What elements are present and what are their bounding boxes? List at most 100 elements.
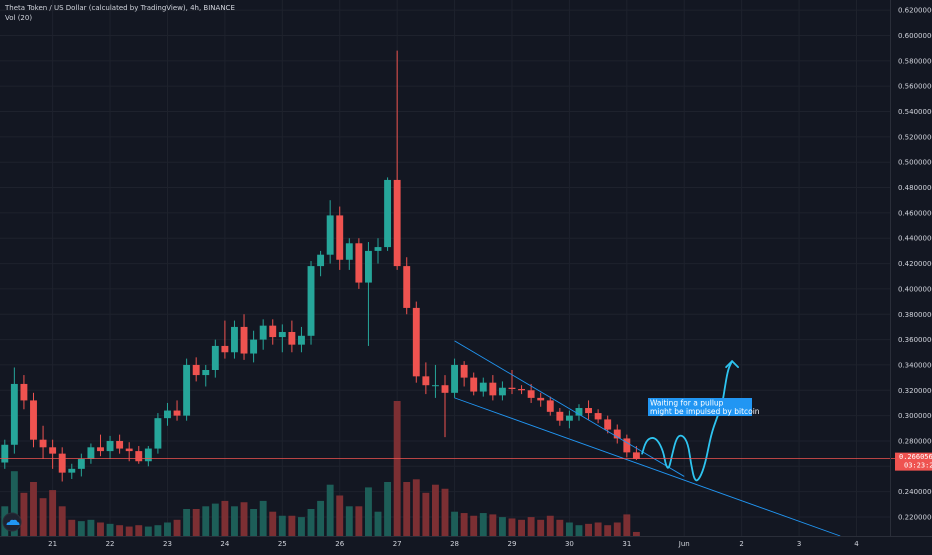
volume-bar — [364, 487, 372, 536]
candle-body — [556, 411, 564, 421]
projection-arrowhead — [725, 360, 739, 369]
annotation-callout[interactable]: Waiting for a pullup might be impulsed b… — [648, 398, 760, 416]
callout-line-2: might be impulsed by bitcoin — [650, 407, 760, 416]
candle-body — [565, 415, 573, 421]
price-axis-tick-label: 0.34000000 — [898, 361, 932, 369]
candle-body — [97, 447, 104, 452]
time-axis-tick-label: 28 — [450, 540, 459, 548]
candle-body — [384, 179, 392, 248]
candle-body — [49, 447, 57, 454]
time-axis[interactable]: 21 22 23 24 25 26 27 28 29 30 31 Jun 2 3 4 — [48, 540, 859, 548]
volume-bar — [259, 500, 267, 536]
price-axis-tick-label: 0.28000000 — [898, 437, 932, 445]
price-tag-label: 0.26605654 — [899, 453, 932, 461]
candle-body — [374, 247, 382, 251]
time-axis-tick-label: 29 — [508, 540, 517, 548]
volume-indicator-label: Vol (20) — [5, 14, 32, 22]
candle-body — [470, 377, 478, 392]
volume-bar — [30, 482, 37, 536]
candle-body — [173, 410, 181, 416]
volume-bar — [211, 503, 219, 536]
volume-bar — [250, 509, 258, 536]
candle-body — [154, 418, 162, 449]
volume-bar — [58, 506, 66, 536]
candle-body — [164, 410, 171, 419]
candle-body — [613, 429, 621, 439]
candle-body — [403, 266, 411, 308]
candle-body — [498, 387, 506, 396]
volume-bar — [604, 525, 612, 536]
volume-bar — [546, 515, 554, 536]
volume-bar — [183, 509, 191, 536]
price-axis-tick-label: 0.62000000 — [898, 7, 932, 15]
volume-bar — [575, 525, 583, 536]
candle-body — [288, 331, 296, 345]
volume-bar — [623, 514, 631, 536]
volume-bar — [97, 522, 104, 536]
price-axis[interactable]: 0.220000000.240000000.260000000.28000000… — [898, 7, 932, 522]
candle-body — [604, 419, 612, 430]
candle-body — [537, 397, 545, 401]
volume-bar — [202, 506, 210, 536]
candle-body — [1, 444, 9, 463]
candle-body — [326, 215, 334, 255]
candle-body — [451, 364, 459, 393]
candle-body — [10, 383, 18, 445]
candle-body — [250, 339, 258, 354]
price-axis-tick-label: 0.60000000 — [898, 32, 932, 40]
volume-bar — [231, 506, 238, 536]
time-axis-tick-label: 23 — [163, 540, 172, 548]
volume-bar — [298, 517, 305, 536]
candle-body — [307, 266, 315, 336]
price-axis-tick-label: 0.22000000 — [898, 513, 932, 521]
volume-bar — [68, 519, 76, 536]
volume-bar — [594, 522, 602, 536]
tradingview-cloud-icon[interactable] — [2, 512, 22, 532]
volume-bar — [518, 519, 526, 536]
candle-body — [508, 387, 516, 390]
time-axis-tick-label: 4 — [854, 540, 859, 548]
candle-body — [431, 385, 439, 387]
volume-bar — [20, 492, 28, 536]
price-axis-tick-label: 0.58000000 — [898, 57, 932, 65]
time-axis-tick-label: 25 — [278, 540, 287, 548]
candle-body — [460, 364, 468, 378]
volume-bar — [278, 515, 286, 536]
candle-body — [39, 439, 47, 448]
price-tag-countdown: 03:23:20 — [904, 462, 932, 470]
volume-bar — [317, 500, 325, 536]
volume-bar — [565, 522, 573, 536]
price-axis-tick-label: 0.32000000 — [898, 387, 932, 395]
candle-body — [231, 326, 238, 353]
price-axis-tick-label: 0.52000000 — [898, 133, 932, 141]
volume-bar — [144, 526, 152, 536]
time-axis-tick-label: 30 — [565, 540, 574, 548]
candle-body — [317, 254, 325, 267]
volume-bars — [1, 401, 640, 536]
candle-body — [20, 383, 28, 401]
volume-bar — [422, 492, 430, 536]
price-axis-tick-label: 0.24000000 — [898, 488, 932, 496]
volume-bar — [336, 495, 344, 536]
candle-body — [585, 408, 592, 414]
trendlines[interactable] — [454, 340, 841, 537]
volume-bar — [355, 506, 363, 536]
volume-bar — [87, 519, 95, 536]
volume-bar — [106, 523, 114, 536]
price-axis-tick-label: 0.50000000 — [898, 159, 932, 167]
volume-bar — [240, 502, 248, 536]
volume-bar — [508, 518, 516, 536]
volume-bar — [613, 522, 621, 536]
candle-body — [441, 385, 449, 393]
candle-body — [298, 335, 305, 345]
candle-body — [202, 370, 210, 376]
price-axis-tick-label: 0.40000000 — [898, 285, 932, 293]
volume-bar — [451, 511, 459, 536]
time-axis-tick-label: 21 — [48, 540, 57, 548]
candle-body — [632, 452, 640, 459]
candle-body — [192, 364, 200, 376]
candle-body — [125, 448, 133, 452]
volume-bar — [116, 525, 124, 536]
price-axis-tick-label: 0.38000000 — [898, 311, 932, 319]
